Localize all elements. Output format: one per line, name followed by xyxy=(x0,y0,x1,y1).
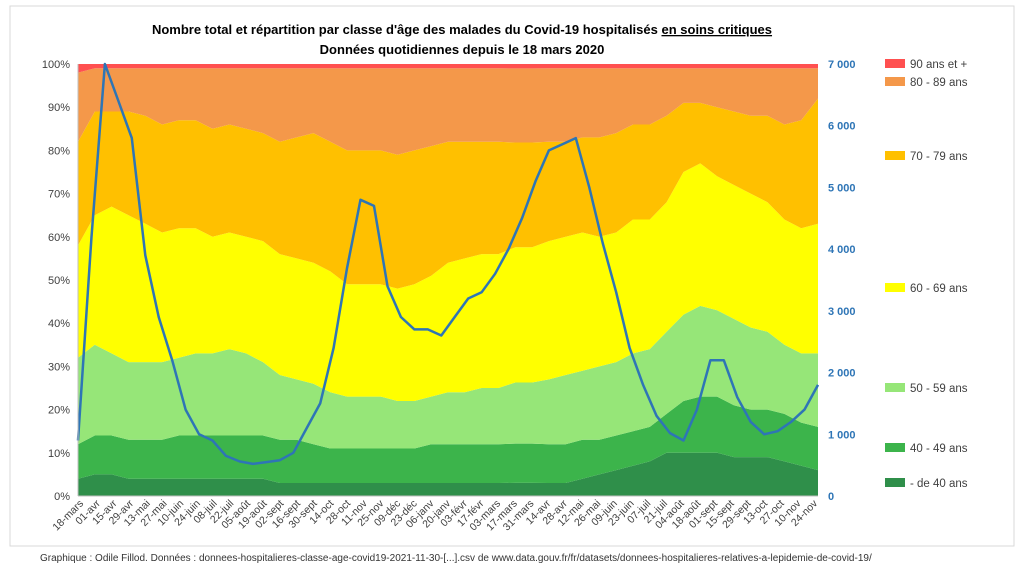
area-series-5 xyxy=(78,68,818,155)
area-series-2 xyxy=(78,305,818,449)
legend-label: 80 - 89 ans xyxy=(910,77,968,89)
right-tick-label: 4 000 xyxy=(828,244,856,256)
left-tick-label: 80% xyxy=(48,145,70,157)
left-tick-label: 50% xyxy=(48,275,70,287)
left-tick-label: 60% xyxy=(48,232,70,244)
legend-swatch xyxy=(885,443,905,452)
legend-label: 70 - 79 ans xyxy=(910,151,968,163)
left-tick-label: 0% xyxy=(54,491,70,503)
right-tick-label: 5 000 xyxy=(828,182,856,194)
area-layers xyxy=(78,64,818,496)
area-series-0 xyxy=(78,452,818,496)
legend-swatch xyxy=(885,383,905,392)
legend: 90 ans et + 80 - 89 ans 70 - 79 ans 60 - 69… xyxy=(885,59,968,490)
right-tick-label: 3 000 xyxy=(828,306,856,318)
chart-title-line1: Nombre total et répartition par classe d… xyxy=(152,22,772,37)
legend-label: 90 ans et + xyxy=(910,59,968,71)
right-tick-label: 1 000 xyxy=(828,429,856,441)
left-tick-label: 100% xyxy=(42,59,70,71)
legend-swatch xyxy=(885,283,905,292)
area-series-3 xyxy=(78,163,818,401)
legend-label: - de 40 ans xyxy=(910,478,968,490)
legend-swatch xyxy=(885,59,905,68)
right-tick-label: 2 000 xyxy=(828,368,856,380)
left-tick-label: 20% xyxy=(48,405,70,417)
left-axis: 0% 10% 20% 30% 40% 50% 60% 70% 80% 90% 100% xyxy=(42,59,79,503)
footer-source: Graphique : Odile Fillod. Données : donn… xyxy=(40,553,872,564)
area-series-6 xyxy=(78,64,818,73)
right-axis: 0 1 000 2 000 3 000 4 000 5 000 6 000 7 000 xyxy=(828,59,856,503)
legend-label: 40 - 49 ans xyxy=(910,443,968,455)
chart-title-line2: Données quotidiennes depuis le 18 mars 2… xyxy=(320,42,605,57)
right-tick-label: 0 xyxy=(828,491,834,503)
legend-swatch xyxy=(885,151,905,160)
right-tick-label: 7 000 xyxy=(828,59,856,71)
left-tick-label: 70% xyxy=(48,189,70,201)
legend-label: 50 - 59 ans xyxy=(910,383,968,395)
left-tick-label: 30% xyxy=(48,361,70,373)
legend-swatch xyxy=(885,478,905,487)
legend-swatch xyxy=(885,77,905,86)
total-patients-line xyxy=(76,62,820,466)
total-line-layer xyxy=(76,62,820,466)
area-series-4 xyxy=(78,98,818,289)
left-tick-label: 40% xyxy=(48,318,70,330)
right-tick-label: 6 000 xyxy=(828,121,856,133)
legend-label: 60 - 69 ans xyxy=(910,283,968,295)
left-tick-label: 10% xyxy=(48,448,70,460)
left-tick-label: 90% xyxy=(48,102,70,114)
